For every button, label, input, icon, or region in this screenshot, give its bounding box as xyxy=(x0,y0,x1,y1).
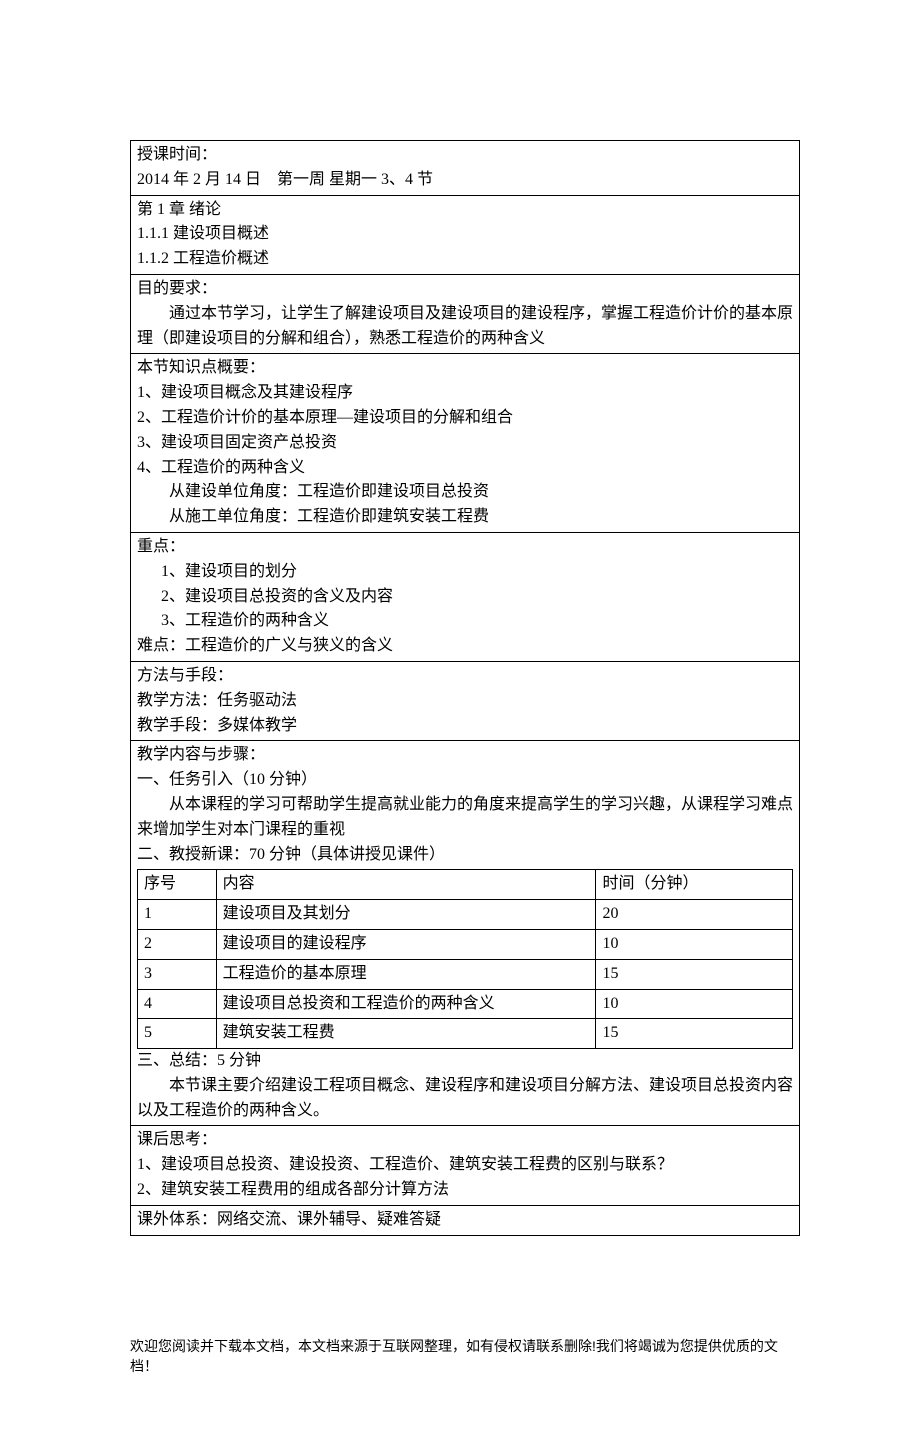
knowledge-item4a: 从建设单位角度：工程造价即建设项目总投资 xyxy=(137,480,793,505)
row-seq: 4 xyxy=(138,989,217,1019)
row-content: 建设项目及其划分 xyxy=(216,900,596,930)
chapter-sub1: 1.1.1 建设项目概述 xyxy=(137,222,793,247)
methods-line1: 教学方法：任务驱动法 xyxy=(137,689,793,714)
part1-body: 从本课程的学习可帮助学生提高就业能力的角度来提高学生的学习兴趣，从课程学习难点来… xyxy=(137,793,793,843)
cell-keypoints: 重点： 1、建设项目的划分 2、建设项目总投资的含义及内容 3、工程造价的两种含… xyxy=(131,532,800,661)
part3-title: 三、总结：5 分钟 xyxy=(137,1049,793,1074)
knowledge-label: 本节知识点概要： xyxy=(137,356,793,381)
row-time: 10 xyxy=(596,989,793,1019)
part2-title: 二、教授新课：70 分钟（具体讲授见课件） xyxy=(137,843,793,868)
row-seq: 1 xyxy=(138,900,217,930)
header-content: 内容 xyxy=(216,870,596,900)
row-time: 15 xyxy=(596,959,793,989)
methods-line2: 教学手段：多媒体教学 xyxy=(137,714,793,739)
objective-label: 目的要求： xyxy=(137,277,793,302)
row-seq: 2 xyxy=(138,929,217,959)
table-row: 2 建设项目的建设程序 10 xyxy=(138,929,793,959)
knowledge-item2: 2、工程造价计价的基本原理—建设项目的分解和组合 xyxy=(137,406,793,431)
knowledge-item4: 4、工程造价的两种含义 xyxy=(137,456,793,481)
schedule-value: 2014 年 2 月 14 日 第一周 星期一 3、4 节 xyxy=(137,168,793,193)
row-content: 建设项目的建设程序 xyxy=(216,929,596,959)
chapter-title: 第 1 章 绪论 xyxy=(137,198,793,223)
content-label: 教学内容与步骤： xyxy=(137,743,793,768)
row-content: 建筑安装工程费 xyxy=(216,1019,596,1049)
cell-content-steps: 教学内容与步骤： 一、任务引入（10 分钟） 从本课程的学习可帮助学生提高就业能… xyxy=(131,741,800,1126)
table-row: 3 工程造价的基本原理 15 xyxy=(138,959,793,989)
keypoints-item1: 1、建设项目的划分 xyxy=(137,560,793,585)
cell-knowledge: 本节知识点概要： 1、建设项目概念及其建设程序 2、工程造价计价的基本原理—建设… xyxy=(131,354,800,533)
cell-methods: 方法与手段： 教学方法：任务驱动法 教学手段：多媒体教学 xyxy=(131,661,800,740)
row-time: 10 xyxy=(596,929,793,959)
lesson-plan-table: 授课时间： 2014 年 2 月 14 日 第一周 星期一 3、4 节 第 1 … xyxy=(130,140,800,1236)
row-seq: 5 xyxy=(138,1019,217,1049)
knowledge-item4b: 从施工单位角度：工程造价即建筑安装工程费 xyxy=(137,505,793,530)
keypoints-label: 重点： xyxy=(137,535,793,560)
part3-body: 本节课主要介绍建设工程项目概念、建设程序和建设项目分解方法、建设项目总投资内容以… xyxy=(137,1074,793,1124)
cell-schedule: 授课时间： 2014 年 2 月 14 日 第一周 星期一 3、4 节 xyxy=(131,141,800,196)
homework-item1: 1、建设项目总投资、建设投资、工程造价、建筑安装工程费的区别与联系？ xyxy=(137,1153,793,1178)
row-content: 工程造价的基本原理 xyxy=(216,959,596,989)
row-content: 建设项目总投资和工程造价的两种含义 xyxy=(216,989,596,1019)
homework-label: 课后思考： xyxy=(137,1128,793,1153)
cell-extra: 课外体系：网络交流、课外辅导、疑难答疑 xyxy=(131,1205,800,1235)
header-time: 时间（分钟） xyxy=(596,870,793,900)
keypoints-difficulty: 难点：工程造价的广义与狭义的含义 xyxy=(137,634,793,659)
cell-chapter: 第 1 章 绪论 1.1.1 建设项目概述 1.1.2 工程造价概述 xyxy=(131,195,800,274)
footer-disclaimer: 欢迎您阅读并下载本文档，本文档来源于互联网整理，如有侵权请联系删除!我们将竭诚为… xyxy=(130,1336,800,1376)
cell-homework: 课后思考： 1、建设项目总投资、建设投资、工程造价、建筑安装工程费的区别与联系？… xyxy=(131,1126,800,1205)
schedule-label: 授课时间： xyxy=(137,143,793,168)
row-seq: 3 xyxy=(138,959,217,989)
inner-table-header-row: 序号 内容 时间（分钟） xyxy=(138,870,793,900)
chapter-sub2: 1.1.2 工程造价概述 xyxy=(137,247,793,272)
table-row: 5 建筑安装工程费 15 xyxy=(138,1019,793,1049)
table-row: 1 建设项目及其划分 20 xyxy=(138,900,793,930)
knowledge-item1: 1、建设项目概念及其建设程序 xyxy=(137,381,793,406)
homework-item2: 2、建筑安装工程费用的组成各部分计算方法 xyxy=(137,1178,793,1203)
row-time: 20 xyxy=(596,900,793,930)
knowledge-item3: 3、建设项目固定资产总投资 xyxy=(137,431,793,456)
schedule-inner-table: 序号 内容 时间（分钟） 1 建设项目及其划分 20 2 建设项目的建设程序 xyxy=(137,869,793,1049)
methods-label: 方法与手段： xyxy=(137,664,793,689)
table-row: 4 建设项目总投资和工程造价的两种含义 10 xyxy=(138,989,793,1019)
cell-objective: 目的要求： 通过本节学习，让学生了解建设项目及建设项目的建设程序，掌握工程造价计… xyxy=(131,274,800,353)
row-time: 15 xyxy=(596,1019,793,1049)
extra-text: 课外体系：网络交流、课外辅导、疑难答疑 xyxy=(137,1208,793,1233)
header-seq: 序号 xyxy=(138,870,217,900)
keypoints-item2: 2、建设项目总投资的含义及内容 xyxy=(137,585,793,610)
part1-title: 一、任务引入（10 分钟） xyxy=(137,768,793,793)
objective-body: 通过本节学习，让学生了解建设项目及建设项目的建设程序，掌握工程造价计价的基本原理… xyxy=(137,302,793,352)
keypoints-item3: 3、工程造价的两种含义 xyxy=(137,609,793,634)
